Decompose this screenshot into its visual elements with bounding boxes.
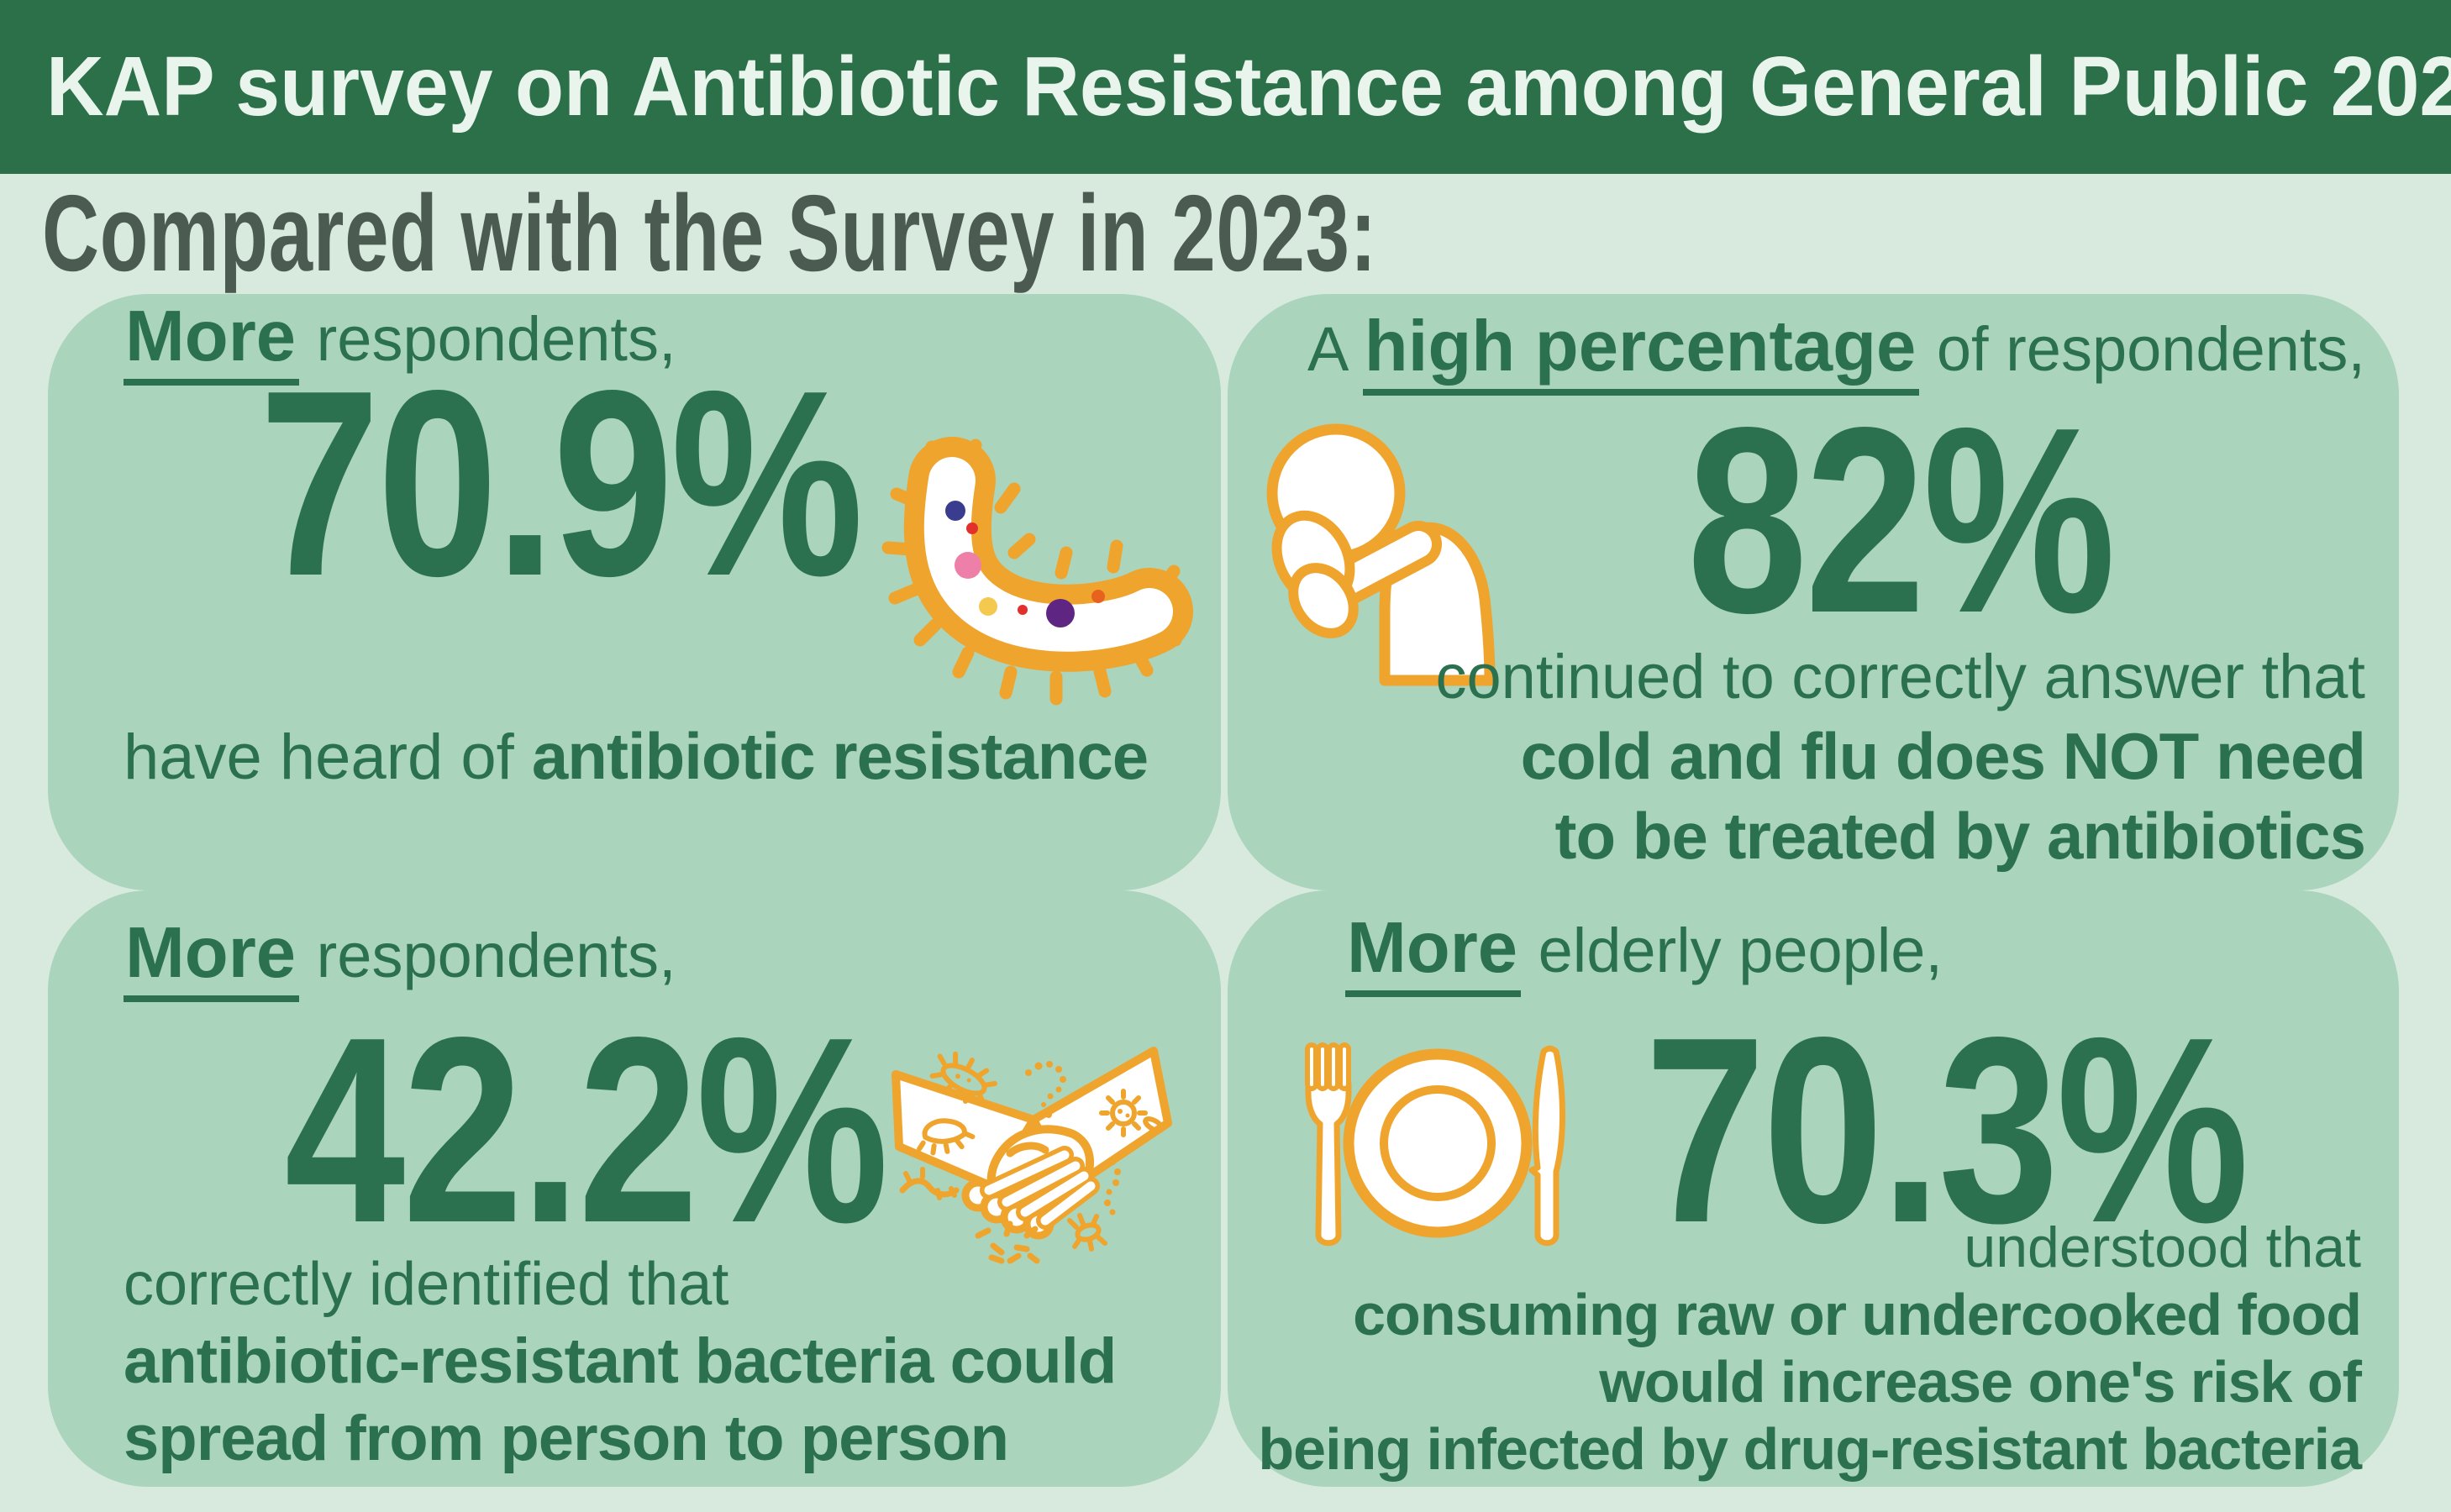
card1-intro-post: respondents, [299,304,676,374]
card1-intro-highlight: More [124,299,300,386]
card1-statement: have heard of antibiotic resistance [124,718,1149,795]
card2-statement-line1: continued to correctly answer that [1435,642,2365,711]
card4-intro: More elderly people, [1345,911,1943,998]
card2-statement: continued to correctly answer that cold … [1435,637,2366,876]
card2-percentage: 82% [1686,372,2115,668]
plate-fork-knife-icon [1305,1042,1566,1253]
card3-intro-highlight: More [124,916,300,1003]
card4-statement-line4: being infected by drug-resistant bacteri… [1258,1416,2362,1482]
card4-intro-highlight: More [1345,911,1522,998]
card4-percentage: 70.3% [1644,982,2249,1278]
card3-percentage: 42.2% [284,982,889,1278]
card1-intro: More respondents, [124,299,676,386]
card-heard-of-resistance: More respondents, 70.9% [48,294,1221,890]
card4-statement: understood that consuming raw or underco… [1258,1214,2362,1483]
card2-intro-highlight: high percentage [1362,309,1920,396]
card2-intro: A high percentage of respondents, [1307,309,2365,396]
card3-statement-line3: spread from person to person [124,1403,1009,1474]
card3-statement: correctly identified that antibiotic-res… [124,1246,1117,1478]
card2-intro-post: of respondents, [1919,314,2365,384]
card3-statement-line1: correctly identified that [124,1251,729,1318]
section-heading: Compared with the Survey in 2023: [42,173,1377,294]
card2-intro-pre: A [1307,314,1363,384]
handshake-icon [884,1046,1195,1264]
card2-statement-line2: cold and flu does NOT need [1520,719,2366,793]
card1-statement-regular: have heard of [124,722,532,793]
bacteria-icon [881,437,1193,735]
header-bar: KAP survey on Antibiotic Resistance amon… [0,0,2451,174]
card-undercooked-food: More elderly people, 70.3% understood th… [1228,890,2399,1487]
card3-statement-line2: antibiotic-resistant bacteria could [124,1326,1117,1397]
card2-statement-line3: to be treated by antibiotics [1554,799,2366,873]
card4-intro-post: elderly people, [1521,916,1943,985]
card4-statement-line3: would increase one's risk of [1599,1349,2362,1415]
card-cold-flu: A high percentage of respondents, 82% co… [1228,294,2399,890]
card1-statement-bold: antibiotic resistance [531,719,1149,793]
card3-intro: More respondents, [124,916,676,1003]
card4-statement-line2: consuming raw or undercooked food [1353,1282,2362,1347]
page-title: KAP survey on Antibiotic Resistance amon… [46,39,2451,134]
card1-percentage: 70.9% [259,335,864,631]
card-spread-person: More respondents, 42.2% [48,890,1221,1487]
card4-statement-line1: understood that [1964,1215,2361,1279]
card3-intro-post: respondents, [299,921,676,990]
person-sneezing-icon [1263,423,1502,689]
